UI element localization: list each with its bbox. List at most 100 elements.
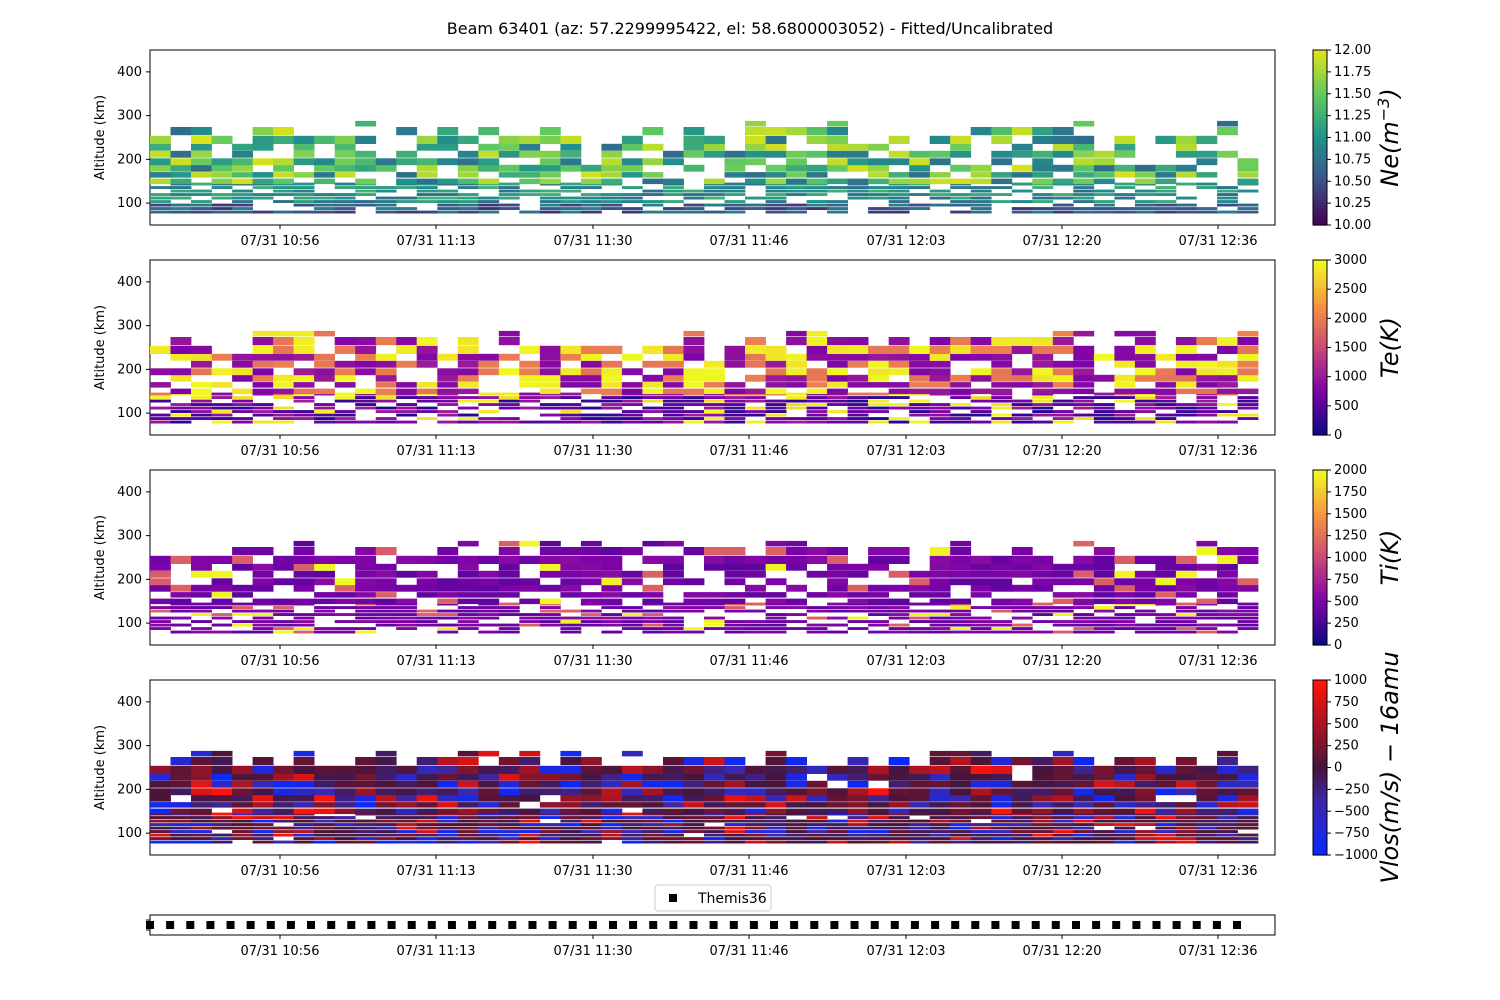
- heatmap-cell: [1073, 833, 1095, 837]
- panel-ti-xtick-label: 07/31 11:13: [396, 654, 475, 669]
- heatmap-cell: [416, 833, 438, 837]
- heatmap-cell: [150, 135, 171, 144]
- heatmap-cell: [1134, 353, 1156, 361]
- panel-ti-colorbar-segment: [1313, 510, 1327, 515]
- heatmap-cell: [1093, 353, 1115, 361]
- heatmap-cell: [663, 410, 684, 413]
- panel-te-colorbar-segment: [1313, 280, 1327, 284]
- heatmap-cell: [437, 135, 459, 144]
- heatmap-cell: [560, 609, 582, 613]
- heatmap-cell: [150, 413, 171, 417]
- heatmap-cell: [1032, 584, 1054, 592]
- heatmap-cell: [478, 613, 500, 616]
- heatmap-cell: [1093, 788, 1115, 796]
- heatmap-cell: [642, 819, 664, 823]
- heatmap-cell: [1093, 584, 1115, 592]
- heatmap-cell: [519, 555, 541, 564]
- heatmap-cell: [1073, 388, 1095, 395]
- heatmap-cell: [232, 613, 253, 616]
- heatmap-cell: [929, 193, 951, 196]
- panel-ti-colorbar-segment: [1313, 519, 1327, 524]
- heatmap-cell: [847, 353, 869, 361]
- panel-te-colorbar-segment: [1313, 429, 1327, 433]
- heatmap-cell: [868, 193, 889, 196]
- heatmap-cell: [375, 547, 397, 556]
- heatmap-cell: [1073, 399, 1095, 403]
- heatmap-cell: [950, 823, 972, 826]
- heatmap-cell: [375, 592, 397, 598]
- panel-te-colorbar-segment: [1313, 420, 1327, 424]
- heatmap-cell: [950, 200, 972, 203]
- heatmap-cell: [498, 330, 520, 337]
- heatmap-cell: [1093, 417, 1115, 420]
- heatmap-cell: [273, 164, 294, 172]
- heatmap-cell: [478, 765, 500, 774]
- heatmap-cell: [1217, 584, 1238, 592]
- heatmap-cell: [1134, 816, 1156, 819]
- panel-vlos-colorbar-segment: [1313, 834, 1327, 839]
- themis-marker: [850, 921, 859, 929]
- heatmap-cell: [437, 819, 459, 823]
- heatmap-cell: [191, 399, 212, 403]
- heatmap-cell: [478, 200, 500, 203]
- heatmap-cell: [1093, 794, 1115, 802]
- heatmap-cell: [375, 578, 397, 586]
- heatmap-cell: [232, 630, 253, 634]
- panel-ne-colorbar-tick-label: 11.25: [1334, 109, 1371, 124]
- heatmap-cell: [847, 360, 869, 368]
- heatmap-cell: [601, 547, 623, 556]
- heatmap-cell: [621, 609, 643, 613]
- heatmap-cell: [724, 410, 746, 413]
- heatmap-cell: [786, 193, 807, 196]
- heatmap-cell: [170, 802, 192, 808]
- heatmap-cell: [806, 616, 828, 620]
- heatmap-cell: [1175, 570, 1197, 578]
- heatmap-cell: [868, 186, 889, 189]
- heatmap-cell: [416, 382, 438, 388]
- heatmap-cell: [847, 420, 869, 424]
- heatmap-cell: [170, 158, 192, 166]
- heatmap-cell: [991, 396, 1013, 399]
- heatmap-cell: [929, 592, 951, 598]
- heatmap-cell: [786, 396, 807, 399]
- heatmap-cell: [1134, 396, 1156, 399]
- heatmap-cell: [827, 819, 848, 823]
- heatmap-cell: [437, 388, 459, 395]
- heatmap-cell: [1073, 563, 1095, 571]
- panel-te-cells: [150, 330, 1259, 424]
- heatmap-cell: [929, 374, 951, 382]
- heatmap-cell: [950, 420, 972, 424]
- heatmap-cell: [1155, 623, 1177, 627]
- heatmap-cell: [334, 143, 356, 151]
- heatmap-cell: [498, 606, 520, 609]
- heatmap-cell: [211, 840, 233, 844]
- panel-ne-colorbar-tick-label: 12.00: [1334, 43, 1371, 58]
- panel-ne-colorbar-label: Ne(m−3): [1374, 88, 1404, 186]
- panel-te-colorbar-segment: [1313, 265, 1327, 270]
- panel-ne-colorbar-segment: [1313, 219, 1327, 223]
- heatmap-cell: [601, 837, 623, 840]
- heatmap-cell: [273, 158, 294, 166]
- heatmap-cell: [621, 368, 643, 376]
- heatmap-cell: [765, 794, 787, 802]
- heatmap-cell: [191, 203, 212, 207]
- panel-ne-colorbar-segment: [1313, 55, 1327, 60]
- themis-marker: [649, 921, 658, 929]
- heatmap-cell: [1217, 840, 1238, 844]
- heatmap-cell: [334, 788, 356, 796]
- heatmap-cell: [1196, 837, 1218, 840]
- heatmap-cell: [724, 788, 746, 796]
- heatmap-cell: [601, 417, 623, 420]
- heatmap-cell: [663, 540, 684, 547]
- heatmap-cell: [929, 584, 951, 592]
- heatmap-cell: [991, 840, 1013, 844]
- heatmap-cell: [724, 765, 746, 774]
- panel-vlos-colorbar-segment: [1313, 779, 1327, 783]
- heatmap-cell: [334, 840, 356, 844]
- panel-ne-colorbar-label-sup: −3: [1374, 98, 1393, 122]
- heatmap-cell: [970, 592, 992, 598]
- heatmap-cell: [970, 420, 992, 424]
- panel-te-colorbar-segment: [1313, 303, 1327, 308]
- heatmap-cell: [1011, 570, 1033, 578]
